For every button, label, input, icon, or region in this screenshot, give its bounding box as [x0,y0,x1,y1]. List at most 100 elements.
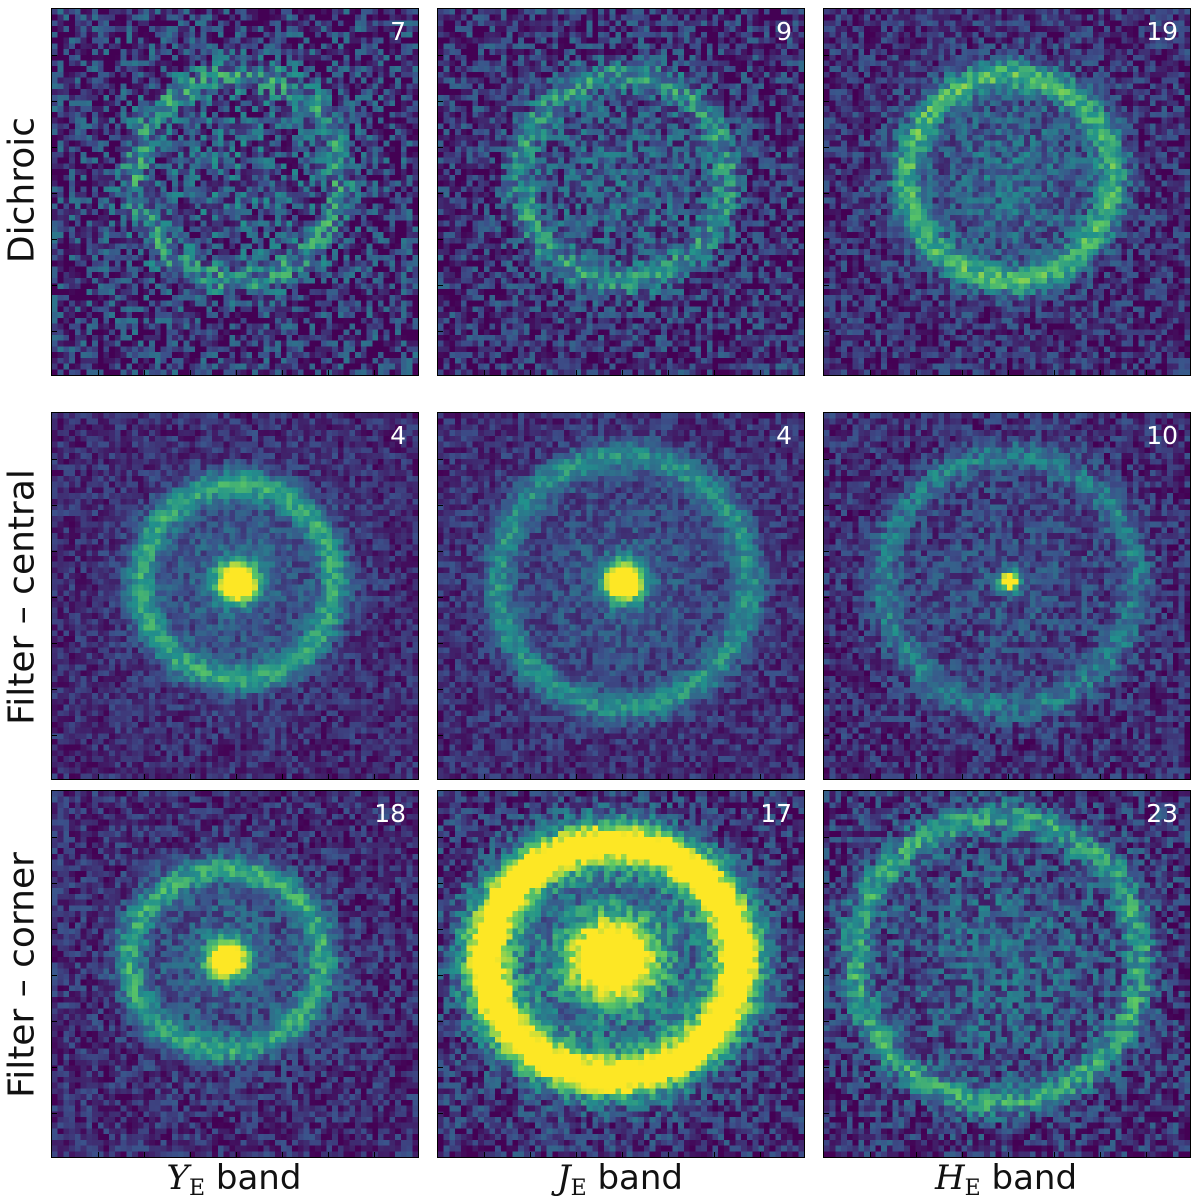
axis-tick [962,774,963,779]
axis-tick [576,1152,577,1157]
axis-tick [668,370,669,375]
image-panel: 7 [51,8,419,376]
axis-tick [52,643,57,644]
pixel-image [438,9,804,375]
axis-tick [328,774,329,779]
axis-tick [824,55,829,56]
axis-tick [438,239,443,240]
axis-tick [530,370,531,375]
axis-tick [438,459,443,460]
panel-count-label: 7 [390,17,406,46]
axis-tick [1146,774,1147,779]
axis-tick [714,774,715,779]
axis-tick [374,1152,375,1157]
axis-tick [52,55,57,56]
pixel-image [52,9,418,375]
axis-tick [52,1113,57,1114]
axis-tick [760,774,761,779]
axis-tick [190,774,191,779]
pixel-image [824,413,1190,779]
axis-tick [438,929,443,930]
col-label-symbol: Y [166,1158,189,1198]
axis-tick [1100,774,1101,779]
axis-tick [438,837,443,838]
axis-tick [824,285,829,286]
axis-tick [144,1152,145,1157]
row-label-filter-corner: Filter – corner [1,852,43,1098]
axis-tick [668,1152,669,1157]
axis-tick [1100,370,1101,375]
col-label-subscript: E [964,1176,981,1201]
row-label-dichroic: Dichroic [1,116,43,264]
axis-tick [824,551,829,552]
axis-tick [52,1067,57,1068]
image-panel: 9 [437,8,805,376]
axis-tick [824,1021,829,1022]
axis-tick [1008,370,1009,375]
panel-count-label: 4 [776,421,792,450]
axis-tick [52,597,57,598]
axis-tick [438,975,443,976]
axis-tick [824,239,829,240]
image-panel: 17 [437,790,805,1158]
axis-tick [52,239,57,240]
axis-tick [98,1152,99,1157]
pixel-image [438,791,804,1157]
axis-tick [144,370,145,375]
col-label-symbol: J [556,1158,571,1198]
axis-tick [236,1152,237,1157]
panel-count-label: 4 [390,421,406,450]
axis-tick [52,689,57,690]
axis-tick [438,285,443,286]
pixel-image [824,9,1190,375]
panel-count-label: 18 [374,799,406,828]
axis-tick [714,370,715,375]
axis-tick [484,774,485,779]
col-label-h-band: HE band [823,1158,1189,1201]
pixel-image [824,791,1190,1157]
axis-tick [824,689,829,690]
image-panel: 19 [823,8,1191,376]
axis-tick [824,459,829,460]
axis-tick [282,1152,283,1157]
axis-tick [438,597,443,598]
image-panel: 23 [823,790,1191,1158]
axis-tick [916,774,917,779]
axis-tick [282,370,283,375]
col-label-symbol: H [934,1158,965,1198]
axis-tick [52,147,57,148]
axis-tick [1054,370,1055,375]
axis-tick [824,331,829,332]
axis-tick [962,1152,963,1157]
axis-tick [1008,1152,1009,1157]
axis-tick [760,370,761,375]
axis-tick [824,505,829,506]
axis-tick [98,370,99,375]
axis-tick [760,1152,761,1157]
pixel-image [52,791,418,1157]
axis-tick [1054,774,1055,779]
pixel-image [438,413,804,779]
axis-tick [52,837,57,838]
axis-tick [576,370,577,375]
axis-tick [530,1152,531,1157]
col-label-subscript: E [189,1176,206,1201]
axis-tick [52,975,57,976]
axis-tick [98,774,99,779]
axis-tick [668,774,669,779]
axis-tick [282,774,283,779]
axis-tick [190,1152,191,1157]
image-panel: 4 [437,412,805,780]
col-label-y-band: YE band [51,1158,417,1201]
axis-tick [328,370,329,375]
axis-tick [576,774,577,779]
axis-tick [52,505,57,506]
row-label-filter-central: Filter – central [1,469,43,725]
axis-tick [52,331,57,332]
axis-tick [52,883,57,884]
pixel-image [52,413,418,779]
axis-tick [824,837,829,838]
col-label-word: band [215,1158,302,1198]
axis-tick [870,370,871,375]
axis-tick [438,331,443,332]
